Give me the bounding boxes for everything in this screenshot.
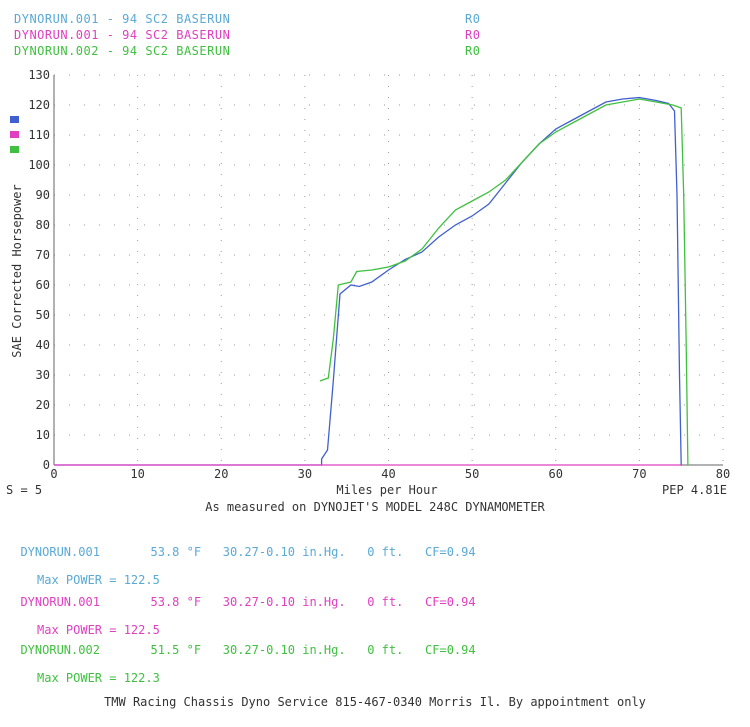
y-tick-label: 40: [36, 338, 50, 352]
header-run-name: DYNORUN.001 - 94 SC2 BASERUN: [14, 28, 231, 42]
x-tick-label: 30: [298, 467, 312, 481]
y-tick-label: 50: [36, 308, 50, 322]
legend-markers: [10, 116, 19, 153]
run-stats: DYNORUN.001 53.8 °F 30.27-0.10 in.Hg. 0 …: [6, 531, 476, 601]
x-tick-label: 60: [549, 467, 563, 481]
legend-marker: [10, 131, 19, 138]
x-tick-label: 0: [50, 467, 57, 481]
x-tick-label: 20: [214, 467, 228, 481]
tick-labels: 0 10 20 30 40 50 60 70 80 90 100 110 120 130 0 10 20 30 40…: [28, 68, 730, 481]
x-tick-label: 70: [632, 467, 646, 481]
y-tick-label: 30: [36, 368, 50, 382]
header-run-code: R0: [465, 28, 481, 42]
pep-value: PEP 4.81E: [662, 483, 728, 497]
y-tick-label: 120: [28, 98, 50, 112]
max-power: Max POWER = 122.3: [37, 671, 160, 685]
y-tick-label: 80: [36, 218, 50, 232]
y-tick-label: 60: [36, 278, 50, 292]
y-tick-label: 20: [36, 398, 50, 412]
series-line: [54, 96, 682, 466]
run-conditions: DYNORUN.001 53.8 °F 30.27-0.10 in.Hg. 0 …: [20, 545, 476, 559]
run-conditions: DYNORUN.001 53.8 °F 30.27-0.10 in.Hg. 0 …: [20, 595, 476, 609]
run-conditions: DYNORUN.002 51.5 °F 30.27-0.10 in.Hg. 0 …: [20, 643, 476, 657]
y-tick-label: 110: [28, 128, 50, 142]
s-value: S = 5: [6, 483, 43, 497]
y-tick-label: 10: [36, 428, 50, 442]
y-tick-label: 130: [28, 68, 50, 82]
header-run-code: R0: [465, 12, 481, 26]
x-tick-label: 50: [465, 467, 479, 481]
y-axis-label: SAE Corrected Horsepower: [10, 184, 24, 357]
header-run-code: R0: [465, 44, 481, 58]
header-run-name: DYNORUN.002 - 94 SC2 BASERUN: [14, 44, 231, 58]
y-tick-label: 0: [43, 458, 50, 472]
run-stats: DYNORUN.001 53.8 °F 30.27-0.10 in.Hg. 0 …: [6, 581, 476, 651]
x-axis-label: Miles per Hour: [336, 483, 437, 497]
footer-text: TMW Racing Chassis Dyno Service 815-467-…: [104, 695, 646, 709]
x-tick-label: 40: [381, 467, 395, 481]
y-tick-label: 90: [36, 188, 50, 202]
max-power: Max POWER = 122.5: [37, 623, 160, 637]
header-run-name: DYNORUN.001 - 94 SC2 BASERUN: [14, 12, 231, 26]
subtitle: As measured on DYNOJET'S MODEL 248C DYNA…: [205, 500, 545, 514]
y-tick-label: 100: [28, 158, 50, 172]
run-stats: DYNORUN.002 51.5 °F 30.27-0.10 in.Hg. 0 …: [6, 629, 476, 699]
series-lines: [54, 96, 689, 466]
y-tick-label: 70: [36, 248, 50, 262]
x-tick-label: 80: [716, 467, 730, 481]
legend-marker: [10, 116, 19, 123]
max-power: Max POWER = 122.5: [37, 573, 160, 587]
series-line: [319, 98, 689, 466]
x-tick-label: 10: [130, 467, 144, 481]
legend-marker: [10, 146, 19, 153]
